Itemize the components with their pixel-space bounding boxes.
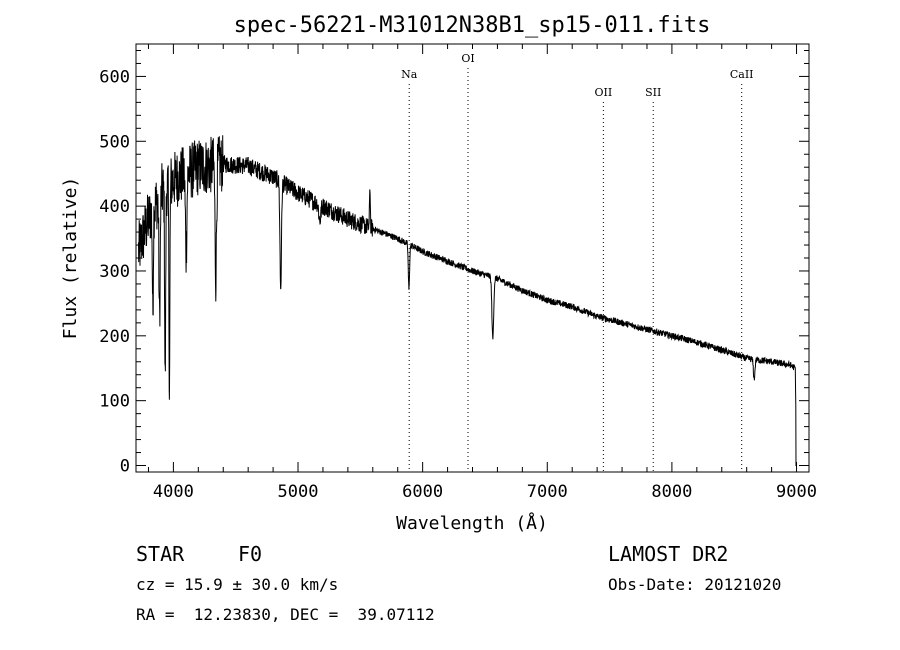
subclass-label: F0 xyxy=(238,542,263,566)
reference-label-Na: Na xyxy=(401,68,418,81)
axis-ticks: 4000 5000 6000 7000 8000 9000 0 100 200 300 400 500… xyxy=(99,44,817,502)
reference-lines: Na OI OII SII CaII xyxy=(401,52,754,472)
y-tick-label: 600 xyxy=(99,67,130,87)
survey-label: LAMOST DR2 xyxy=(608,542,729,566)
chart-title: spec-56221-M31012N38B1_sp15-011.fits xyxy=(234,13,711,38)
y-tick-label: 400 xyxy=(99,197,130,217)
coords-label: RA = 12.23830, DEC = 39.07112 xyxy=(136,605,435,624)
reference-label-SII: SII xyxy=(645,86,661,99)
class-label: STAR xyxy=(136,542,185,566)
x-tick-label: 6000 xyxy=(402,482,443,502)
x-tick-label: 4000 xyxy=(153,482,194,502)
y-tick-label: 500 xyxy=(99,132,130,152)
y-tick-label: 200 xyxy=(99,327,130,347)
reference-label-OI: OI xyxy=(461,52,474,65)
y-axis-label: Flux (relative) xyxy=(60,177,81,340)
reference-label-CaII: CaII xyxy=(730,68,754,81)
redshift-label: cz = 15.9 ± 30.0 km/s xyxy=(136,575,339,594)
obs-date-label: Obs-Date: 20121020 xyxy=(608,575,782,594)
x-tick-label: 9000 xyxy=(776,482,817,502)
x-tick-label: 5000 xyxy=(278,482,319,502)
spectrum-line xyxy=(138,135,797,466)
y-tick-label: 300 xyxy=(99,262,130,282)
reference-label-OII: OII xyxy=(595,86,613,99)
x-tick-label: 8000 xyxy=(651,482,692,502)
x-tick-label: 7000 xyxy=(527,482,568,502)
y-tick-label: 0 xyxy=(120,457,130,477)
y-tick-label: 100 xyxy=(99,392,130,412)
plot-frame xyxy=(135,43,810,473)
x-axis-label: Wavelength (Å) xyxy=(396,512,548,534)
